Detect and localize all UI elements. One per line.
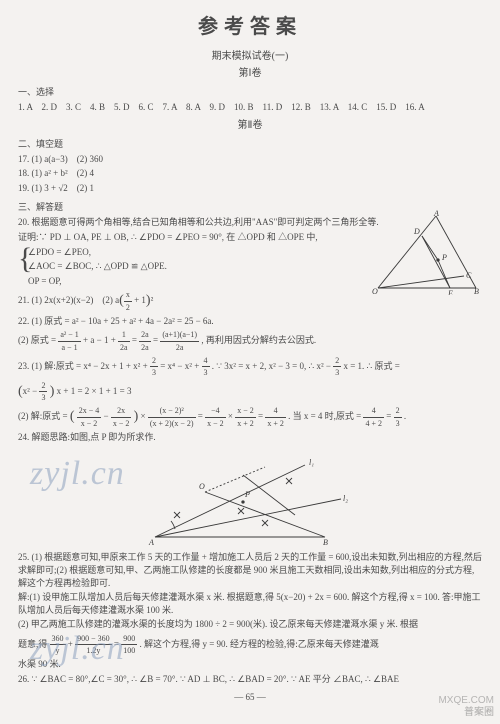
svg-text:P: P [244,490,250,499]
q23c2: × [141,411,146,421]
q23a2: = x⁴ − x² + [160,360,199,370]
q25-a: 25. (1) 根据题意可知,甲原来工作 5 天的工作量 + 增加施工人员后 2… [18,551,482,589]
q21-text: 21. (1) 2x(x+2)(x−2) (2) [18,295,113,305]
svg-text:O: O [199,482,205,491]
q23c6: . 当 x = 4 时,原式 = [288,411,361,421]
q23-1a: 23. (1) 解:原式 = x⁴ − 2x + 1 + x² + 23 = x… [18,355,482,378]
q23-2: (2) 解:原式 = ( 2x − 4x − 2 − 2xx − 2 ) × (… [18,405,482,428]
choice-answers: 1. A 2. D 3. C 4. B 5. D 6. C 7. A 8. A … [18,101,482,114]
svg-text:E: E [447,289,453,295]
svg-text:C: C [466,271,472,280]
diagram-2: A B O P l₁ l₂ [125,447,375,547]
q23c5: = [258,411,263,421]
corner-watermark-1: 普案圈 [464,703,494,718]
section-fill: 二、填空题 [18,137,482,150]
q22-1: 22. (1) 原式 = a² − 10a + 25 + a² + 4a − 2… [18,315,482,328]
q24: 24. 解题思路:如图,点 P 即为所求作. [18,431,482,444]
q22b4: , 再利用因式分解约去公因式. [201,335,316,345]
q23c3: = [198,411,203,421]
page-number: — 65 — [18,692,482,702]
q17: 17. (1) a(a−3) (2) 360 [18,153,482,166]
exam-header: 期末模拟试卷(一) [18,47,482,62]
q23-1b: (x² − 23 ) x + 1 = 2 × 1 + 1 = 3 [18,380,482,403]
q23a: 23. (1) 解:原式 = x⁴ − 2x + 1 + x² + [18,360,148,370]
q23b: x + 1 = 2 × 1 + 1 = 3 [57,386,132,396]
q23a4: x = 1. ∴ 原式 = [343,360,399,370]
watermark-1: zyjl.cn [30,455,125,493]
q22-2: (2) 原式 = a² − 1a − 1 + a − 1 + 12a = 2a2… [18,329,482,352]
q23c8: . [404,411,406,421]
q23a3: . ∵ 3x² = x + 2, x² − 3 = 0, ∴ x² − [212,360,331,370]
part-1-label: 第Ⅰ卷 [18,64,482,79]
svg-text:A: A [433,210,439,218]
q22b2: + a − 1 + [83,335,116,345]
page-title: 参考答案 [18,10,482,39]
svg-text:A: A [148,538,154,547]
q26: 26. ∵ ∠BAC = 80°,∠C = 30°, ∴ ∠B = 70°. ∵… [18,673,482,686]
q22b3: = [153,335,158,345]
svg-text:O: O [372,287,378,295]
svg-text:P: P [441,253,447,262]
q25-b: 解:(1) 设甲施工队增加人员后每天修建灌溉水渠 x 米. 根据题意,得 5(x… [18,591,482,616]
q19: 19. (1) 3 + √2 (2) 1 [18,182,482,195]
svg-text:B: B [323,538,328,547]
watermark-2: zyjl.cn [30,630,125,668]
svg-text:l₁: l₁ [309,458,314,467]
q18: 18. (1) a² + b² (2) 4 [18,167,482,180]
q23c4: × [228,411,233,421]
section-choice: 一、选择 [18,85,482,98]
q25c5: . 解这个方程,得 y = 90. 经方程的检验,得:乙原来每天修建灌溉 [139,639,378,649]
q22b1: (2) 原式 = [18,335,56,345]
q23c1: (2) 解:原式 = [18,411,68,421]
svg-text:D: D [413,227,420,236]
svg-text:l₂: l₂ [343,494,348,503]
svg-text:B: B [474,287,479,295]
diagram-1: O A B E D P C [370,210,480,295]
q23c7: = [386,411,391,421]
part-2-label: 第Ⅱ卷 [18,116,482,131]
